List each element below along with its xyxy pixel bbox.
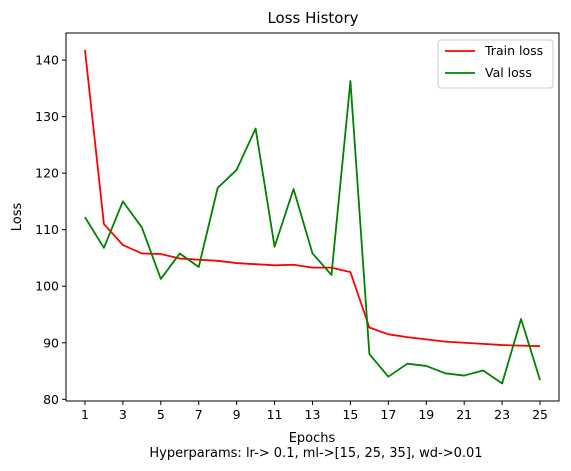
x-tick-label: 25: [532, 407, 548, 422]
legend-label-val-loss: Val loss: [485, 65, 532, 80]
y-axis-ticks: 80 90 100 110 120 130 140: [35, 53, 66, 407]
x-tick-label: 17: [380, 407, 396, 422]
x-axis-ticks: 1 3 5 7 9 11 13 15 17 19 21 23 25: [81, 401, 548, 422]
y-tick-label: 110: [35, 222, 59, 237]
x-tick-label: 9: [233, 407, 241, 422]
series-line-val-loss: [84, 80, 541, 385]
chart-title: Loss History: [267, 9, 358, 27]
legend: Train loss Val loss: [437, 39, 554, 89]
x-tick-label: 1: [81, 407, 89, 422]
y-tick-label: 140: [35, 53, 59, 68]
x-tick-label: 15: [342, 407, 358, 422]
y-tick-label: 130: [35, 109, 59, 124]
plot-area: [84, 49, 541, 385]
y-tick-label: 100: [35, 279, 59, 294]
x-tick-label: 13: [305, 407, 321, 422]
x-axis-label: Epochs: [289, 431, 336, 446]
chart-caption: Hyperparams: lr-> 0.1, ml->[15, 25, 35],…: [149, 446, 482, 461]
series-line-train-loss: [84, 49, 541, 348]
y-tick-label: 120: [35, 166, 59, 181]
legend-box: [437, 39, 554, 89]
x-tick-label: 19: [418, 407, 434, 422]
y-tick-label: 90: [43, 335, 59, 350]
x-tick-label: 5: [157, 407, 165, 422]
x-tick-label: 3: [119, 407, 127, 422]
y-axis-label: Loss: [10, 203, 25, 232]
x-tick-label: 7: [195, 407, 203, 422]
legend-label-train-loss: Train loss: [484, 43, 543, 58]
x-tick-label: 11: [267, 407, 283, 422]
x-tick-label: 23: [494, 407, 510, 422]
y-tick-label: 80: [43, 392, 59, 407]
x-tick-label: 21: [456, 407, 472, 422]
